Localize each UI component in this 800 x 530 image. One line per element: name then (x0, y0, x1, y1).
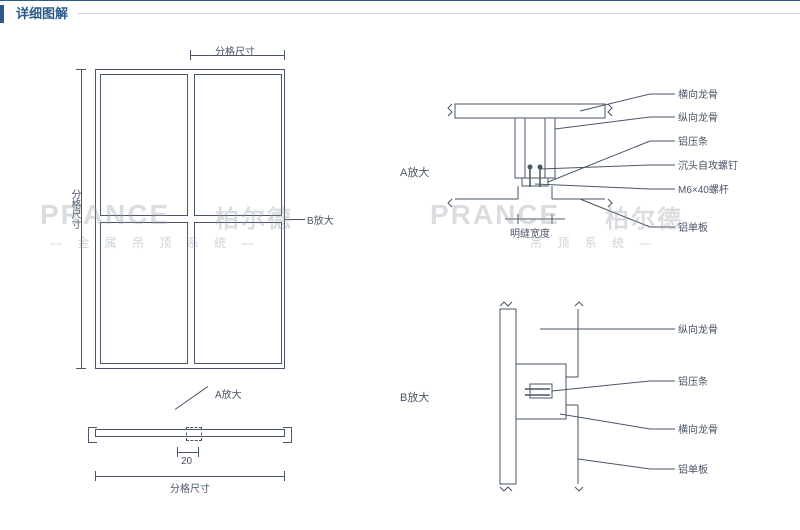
watermark-cn-r: 柏尔德 (605, 199, 683, 234)
detail-a-title: A放大 (400, 164, 429, 180)
dim-gap (177, 452, 199, 453)
label-bolt: M6×40螺杆 (678, 181, 729, 196)
panel-cell (100, 74, 188, 216)
section-detail-box (186, 427, 202, 441)
detail-b: B放大 (430, 299, 710, 499)
header: 详细图解 (0, 0, 800, 24)
watermark-brand: PRANCE (40, 199, 170, 231)
label-horiz-keel-b: 横向龙骨 (678, 421, 718, 436)
detail-b-title: B放大 (400, 389, 429, 405)
label-vert-keel: 纵向龙骨 (678, 109, 718, 124)
label-vert-keel-b: 纵向龙骨 (678, 321, 718, 336)
panel-section-view: A放大 20 分格尺寸 (75, 404, 325, 504)
label-alu-panel-b: 铝单板 (678, 461, 708, 476)
header-rule (78, 13, 800, 14)
section-bar (95, 429, 285, 437)
watermark-sub-right: 吊 顶 系 统 — (530, 234, 657, 251)
watermark-brand-r: PRANCE (430, 199, 560, 231)
diagram-content: 分格尺寸 分格尺寸 B放大 A放大 20 分格尺寸 A放大 (0, 24, 800, 524)
label-screw: 沉头自攻螺钉 (678, 157, 738, 172)
label-alu-strip: 铝压条 (678, 133, 708, 148)
callout-b-label: B放大 (307, 212, 334, 227)
callout-a-line (175, 386, 208, 410)
dim-section-label: 分格尺寸 (170, 480, 210, 495)
label-horiz-keel: 横向龙骨 (678, 86, 718, 101)
label-alu-strip-b: 铝压条 (678, 373, 708, 388)
callout-a-label: A放大 (215, 386, 242, 401)
panel-cell (194, 74, 282, 216)
watermark-cn: 柏尔德 (215, 199, 293, 234)
dim-gap-label: 20 (181, 456, 192, 467)
dim-top-label: 分格尺寸 (215, 43, 255, 58)
detail-b-svg (430, 299, 710, 499)
page-title: 详细图解 (0, 5, 68, 23)
watermark-sub-left: — 金 属 吊 顶 系 统 — (50, 234, 259, 251)
dim-section (95, 476, 285, 477)
